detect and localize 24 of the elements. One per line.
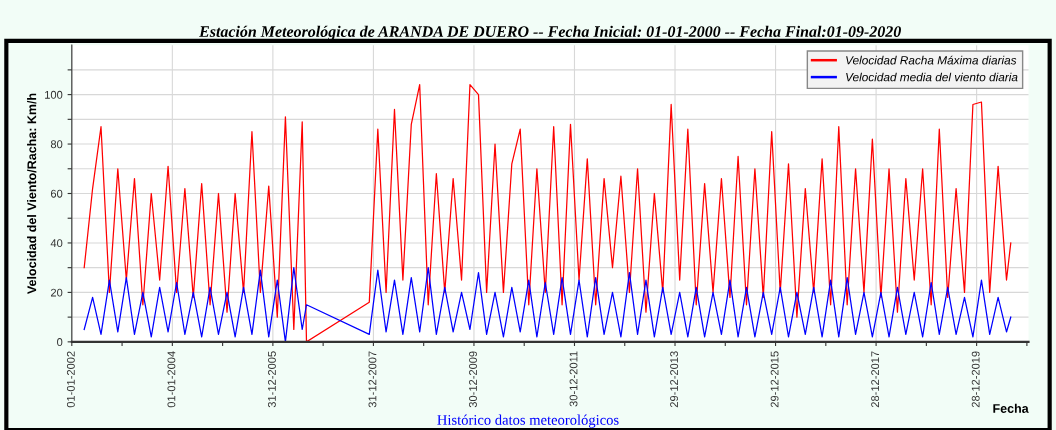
x-axis-title: Fecha — [993, 403, 1029, 413]
y-tick-label: 80 — [50, 140, 63, 149]
x-tick-label: 30-12-2009 — [469, 351, 477, 408]
y-axis-title: Velocidad del Viento/Racha: Km/h — [27, 93, 37, 295]
x-tick-label: 29-12-2013 — [670, 351, 678, 408]
x-tick-label: 28-12-2017 — [871, 351, 880, 408]
x-tick-label: 28-12-2019 — [971, 351, 980, 408]
x-tick-label: 01-01-2004 — [167, 351, 176, 408]
text: Histórico datos meteorológicos — [437, 414, 619, 428]
y-tick-label: 20 — [50, 288, 63, 297]
legend-label: Velocidad media del viento diaria — [846, 72, 1018, 82]
x-tick-label: 29-12-2015 — [770, 351, 779, 408]
y-tick-label: 100 — [45, 90, 63, 99]
legend-label: Velocidad Racha Máxima diarias — [846, 55, 1017, 65]
y-tick-label: 60 — [50, 189, 63, 198]
x-tick-label: 31-12-2005 — [267, 351, 276, 408]
line-series — [83, 84, 1012, 342]
x-tick-label: 01-01-2002 — [66, 351, 75, 408]
line-series — [83, 267, 1012, 342]
x-tick-label: 31-12-2007 — [368, 351, 377, 408]
y-tick-label: 0 — [57, 338, 63, 346]
x-tick-label: 30-12-2011 — [569, 351, 578, 407]
y-tick-label: 40 — [50, 239, 63, 248]
chart-title: Estación Meteorológica de ARANDA DE DUERO -- Fecha Inicial: 01-01-2000 -- Fecha Final:01-09-2020 — [198, 25, 901, 41]
